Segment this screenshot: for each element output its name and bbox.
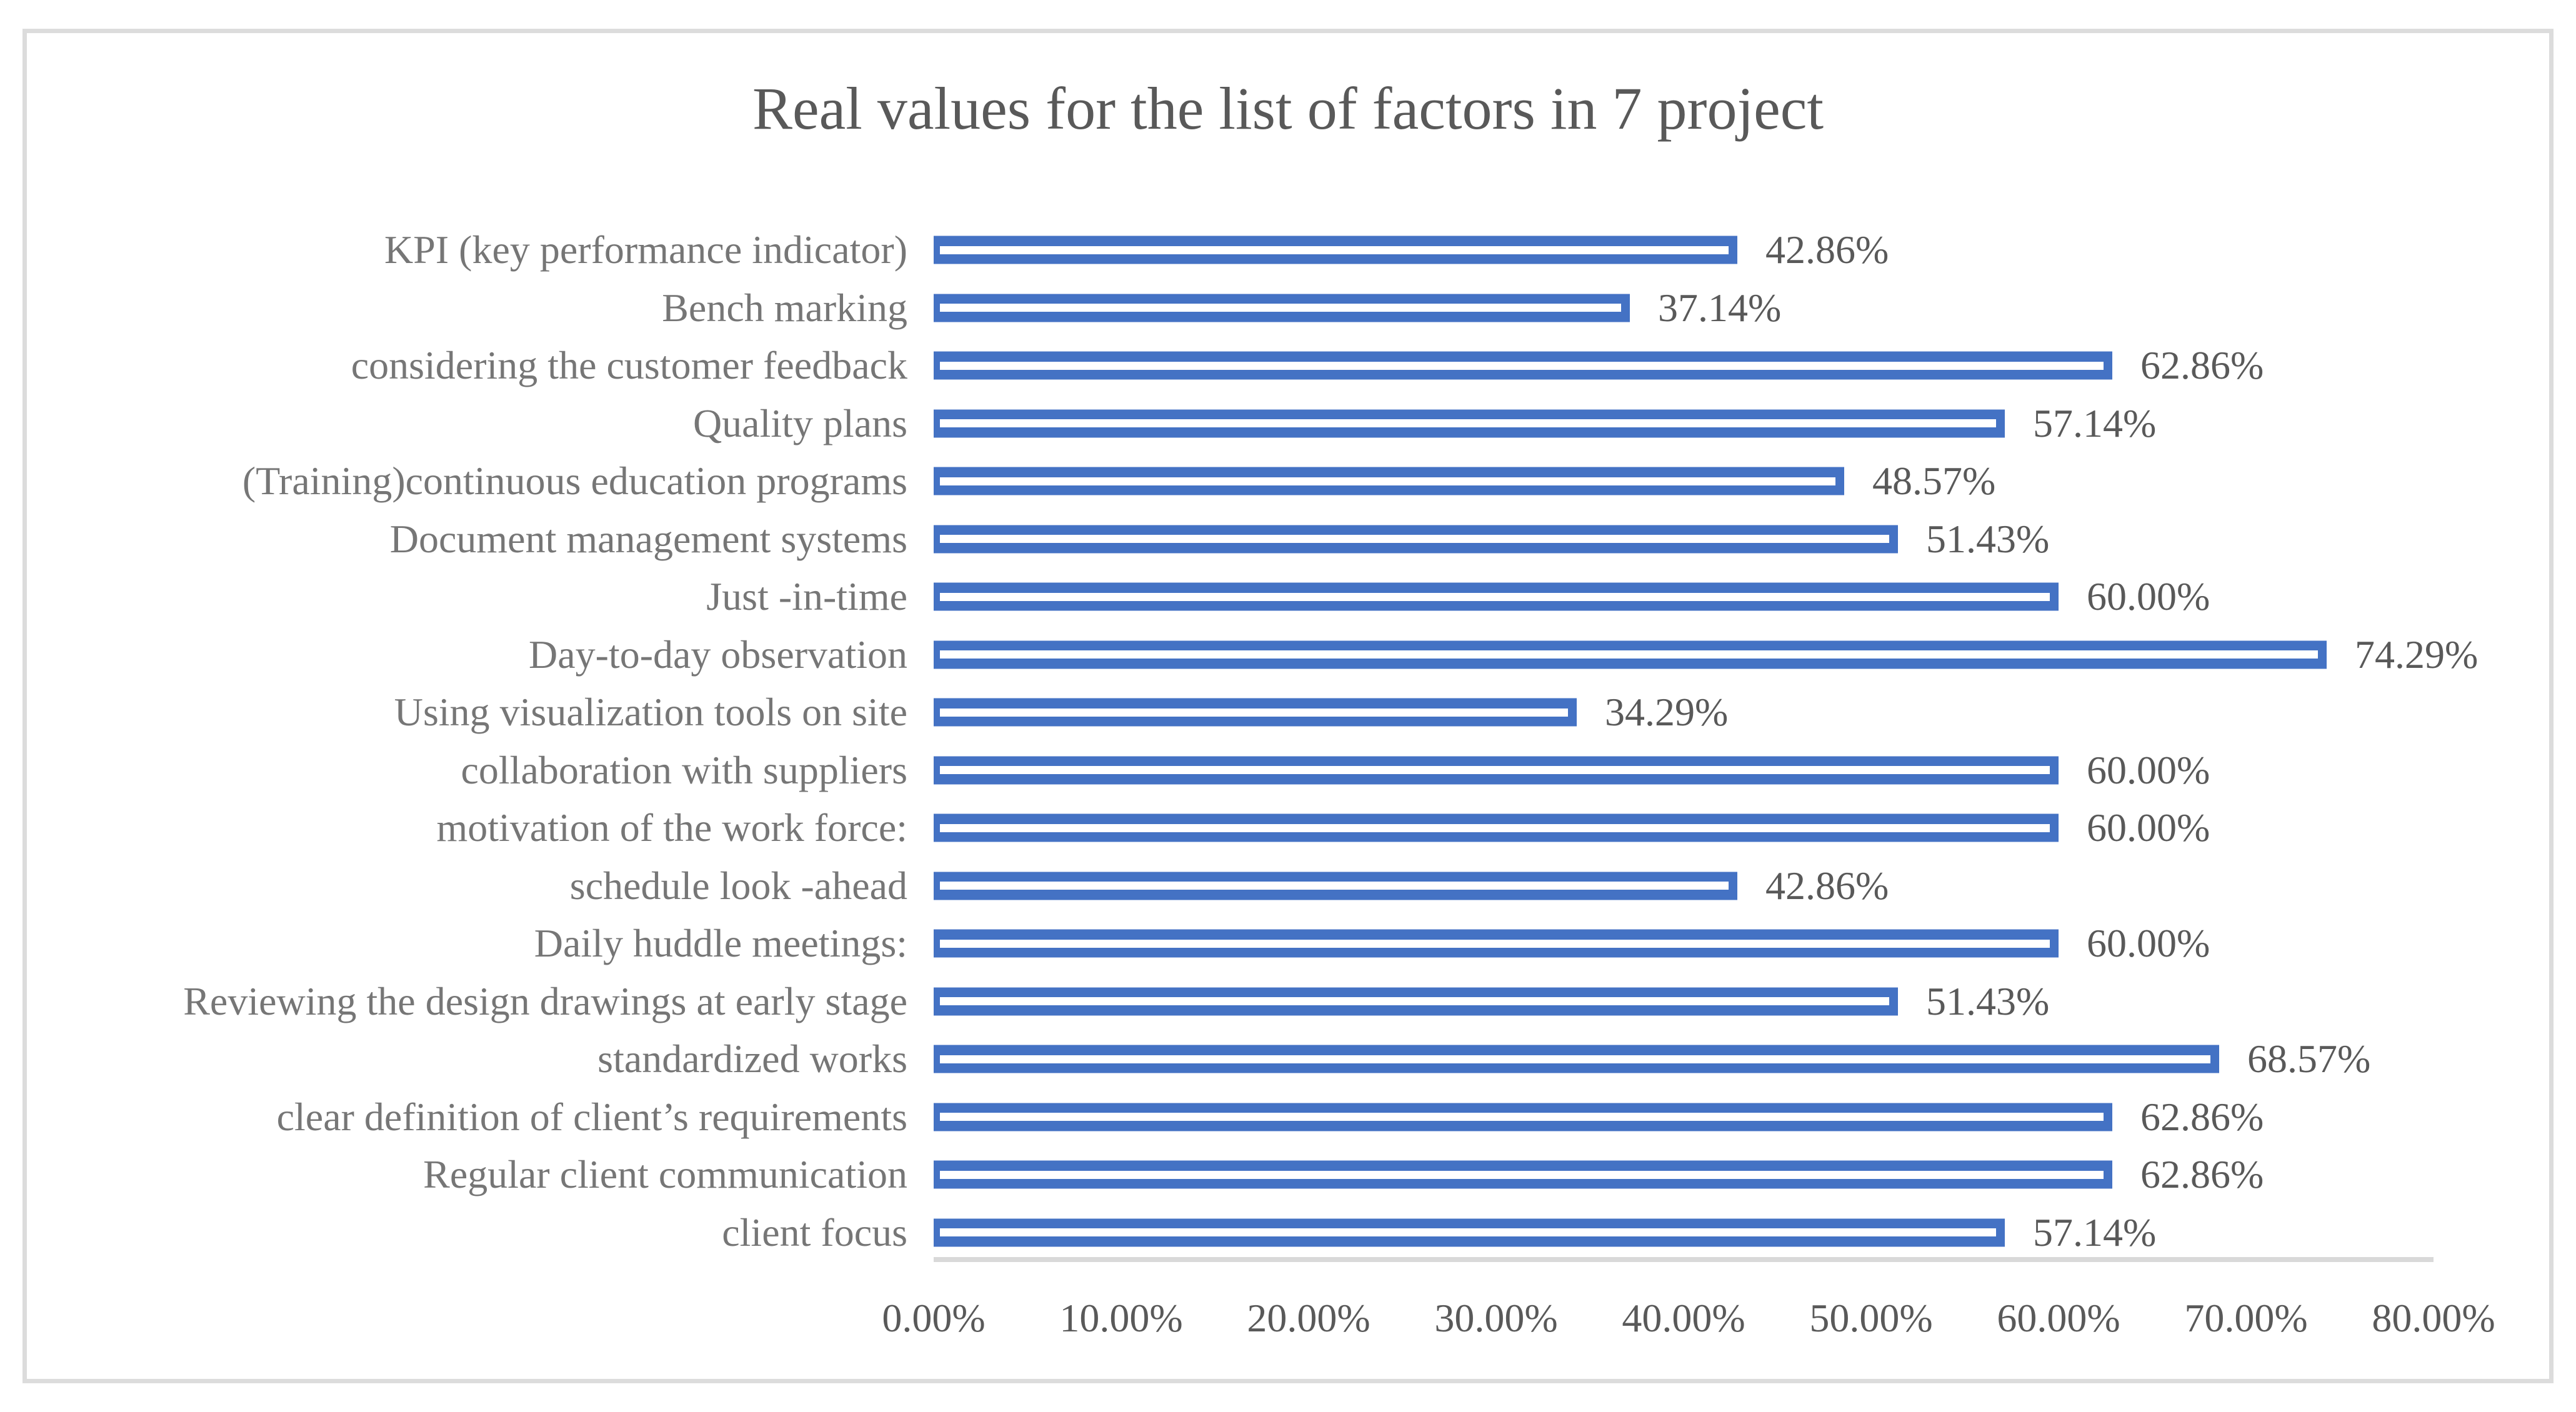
bar bbox=[934, 987, 1898, 1015]
bar bbox=[934, 1045, 2219, 1073]
bar-stripe bbox=[940, 766, 2050, 774]
x-axis-line bbox=[934, 1257, 2434, 1262]
category-label: standardized works bbox=[597, 1037, 907, 1081]
value-label: 74.29% bbox=[2355, 632, 2479, 677]
category-label: collaboration with suppliers bbox=[461, 747, 907, 792]
bar-stripe bbox=[940, 361, 2104, 370]
category-label: KPI (key performance indicator) bbox=[384, 227, 907, 272]
x-tick-label: 20.00% bbox=[1247, 1296, 1370, 1340]
bar bbox=[934, 640, 2327, 669]
bar-stripe bbox=[940, 939, 2050, 948]
bar bbox=[934, 294, 1630, 322]
bar bbox=[934, 698, 1577, 727]
x-tick-label: 70.00% bbox=[2184, 1296, 2308, 1340]
value-label: 51.43% bbox=[1926, 516, 2050, 561]
category-label: considering the customer feedback bbox=[351, 343, 907, 387]
category-label: Quality plans bbox=[692, 400, 907, 445]
category-label: clear definition of client’s requirement… bbox=[276, 1094, 907, 1139]
value-label: 48.57% bbox=[1872, 459, 1996, 503]
value-label: 60.00% bbox=[2087, 747, 2210, 792]
x-tick-label: 60.00% bbox=[1997, 1296, 2120, 1340]
category-label: Daily huddle meetings: bbox=[534, 921, 907, 965]
category-label: (Training)continuous education programs bbox=[242, 459, 907, 503]
bar bbox=[934, 756, 2059, 784]
bar bbox=[934, 351, 2112, 380]
bar-stripe bbox=[940, 246, 1729, 254]
value-label: 60.00% bbox=[2087, 805, 2210, 850]
bar-stripe bbox=[940, 1055, 2210, 1063]
bar-stripe bbox=[940, 1170, 2104, 1179]
bar-stripe bbox=[940, 650, 2318, 659]
bar bbox=[934, 1103, 2112, 1131]
bar-stripe bbox=[940, 477, 1835, 485]
category-label: motivation of the work force: bbox=[436, 805, 907, 850]
x-tick-label: 30.00% bbox=[1434, 1296, 1558, 1340]
bar bbox=[934, 525, 1898, 553]
bar bbox=[934, 236, 1737, 264]
category-label: client focus bbox=[722, 1210, 907, 1255]
bar bbox=[934, 872, 1737, 900]
bar bbox=[934, 409, 2005, 437]
value-label: 57.14% bbox=[2033, 1210, 2157, 1255]
bar bbox=[934, 582, 2059, 611]
bar bbox=[934, 1160, 2112, 1189]
bar bbox=[934, 467, 1844, 495]
bar-stripe bbox=[940, 419, 1996, 427]
x-tick-label: 0.00% bbox=[882, 1296, 986, 1340]
value-label: 37.14% bbox=[1658, 285, 1782, 330]
category-label: Just -in-time bbox=[706, 574, 907, 619]
value-label: 60.00% bbox=[2087, 921, 2210, 965]
value-label: 62.86% bbox=[2140, 1094, 2264, 1139]
bar-stripe bbox=[940, 535, 1889, 543]
value-label: 62.86% bbox=[2140, 1152, 2264, 1196]
bar-stripe bbox=[940, 882, 1729, 890]
bar-stripe bbox=[940, 1228, 1996, 1236]
bar-stripe bbox=[940, 708, 1568, 717]
chart-title: Real values for the list of factors in 7… bbox=[752, 75, 1824, 142]
value-label: 68.57% bbox=[2247, 1037, 2371, 1081]
value-label: 62.86% bbox=[2140, 343, 2264, 387]
value-label: 34.29% bbox=[1605, 690, 1729, 734]
category-label: Document management systems bbox=[389, 516, 907, 561]
value-label: 60.00% bbox=[2087, 574, 2210, 619]
value-label: 42.86% bbox=[1765, 227, 1889, 272]
bar bbox=[934, 1218, 2005, 1246]
bar-stripe bbox=[940, 997, 1889, 1005]
category-label: Regular client communication bbox=[423, 1152, 907, 1196]
category-label: Using visualization tools on site bbox=[394, 690, 907, 734]
category-label: Reviewing the design drawings at early s… bbox=[183, 978, 907, 1023]
category-label: schedule look -ahead bbox=[569, 863, 907, 908]
category-label: Day-to-day observation bbox=[528, 632, 907, 677]
bar bbox=[934, 813, 2059, 842]
bar-stripe bbox=[940, 592, 2050, 601]
bar-stripe bbox=[940, 1113, 2104, 1121]
value-label: 51.43% bbox=[1926, 978, 2050, 1023]
bar-stripe bbox=[940, 304, 1621, 312]
bar-stripe bbox=[940, 823, 2050, 832]
x-tick-label: 40.00% bbox=[1622, 1296, 1745, 1340]
category-label: Bench marking bbox=[662, 285, 907, 330]
x-tick-label: 50.00% bbox=[1809, 1296, 1933, 1340]
bar bbox=[934, 929, 2059, 958]
x-tick-label: 10.00% bbox=[1059, 1296, 1183, 1340]
x-tick-label: 80.00% bbox=[2372, 1296, 2495, 1340]
value-label: 42.86% bbox=[1765, 863, 1889, 908]
value-label: 57.14% bbox=[2033, 400, 2157, 445]
